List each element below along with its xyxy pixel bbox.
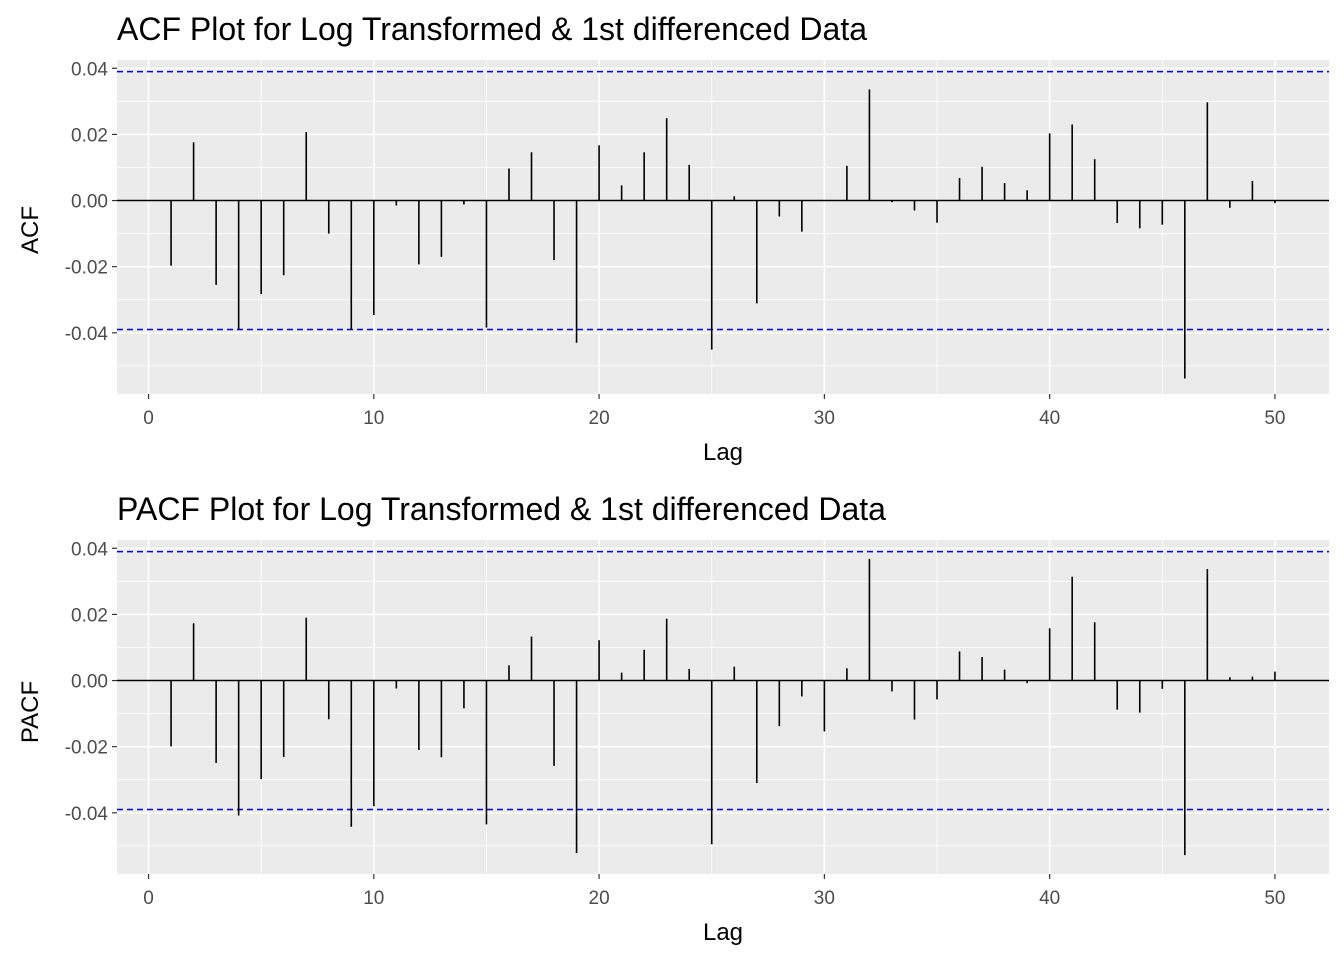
pacf-y-tick-label: 0.02 <box>71 605 108 626</box>
acf-plot-background <box>117 60 1329 394</box>
pacf-y-tick-label: -0.04 <box>65 804 109 825</box>
acf-title: ACF Plot for Log Transformed & 1st diffe… <box>117 11 867 47</box>
pacf-y-axis-label: PACF <box>17 681 44 743</box>
pacf-x-axis-label: Lag <box>703 919 743 946</box>
pacf-panel: PACF Plot for Log Transformed & 1st diff… <box>17 491 1329 946</box>
acf-y-tick-label: 0.00 <box>71 192 108 213</box>
acf-x-tick-label: 10 <box>363 408 384 429</box>
pacf-title: PACF Plot for Log Transformed & 1st diff… <box>117 491 886 527</box>
acf-x-tick-label: 20 <box>589 408 610 429</box>
pacf-x-ticks: 0 10 20 30 40 50 <box>143 874 1286 909</box>
pacf-plot-background <box>117 540 1329 874</box>
acf-y-tick-label: 0.02 <box>71 125 108 146</box>
pacf-y-tick-label: 0.04 <box>71 539 108 560</box>
pacf-bars <box>170 558 1276 856</box>
acf-x-tick-label: 50 <box>1264 408 1285 429</box>
acf-bars <box>170 89 1276 379</box>
acf-y-tick-label: -0.02 <box>65 258 108 279</box>
acf-y-ticks: 0.04 0.02 0.00 -0.02 -0.04 <box>65 59 117 345</box>
acf-y-tick-label: -0.04 <box>65 324 109 345</box>
pacf-y-ticks: 0.04 0.02 0.00 -0.02 -0.04 <box>65 539 117 825</box>
pacf-x-tick-label: 30 <box>814 888 835 909</box>
acf-panel: ACF Plot for Log Transformed & 1st diffe… <box>17 11 1329 466</box>
pacf-y-tick-label: 0.00 <box>71 672 108 693</box>
acf-x-tick-label: 30 <box>814 408 835 429</box>
acf-x-tick-label: 40 <box>1039 408 1060 429</box>
acf-x-ticks: 0 10 20 30 40 50 <box>143 394 1286 429</box>
pacf-x-tick-label: 40 <box>1039 888 1060 909</box>
pacf-x-tick-label: 0 <box>143 888 154 909</box>
pacf-x-tick-label: 10 <box>363 888 384 909</box>
pacf-y-tick-label: -0.02 <box>65 738 108 759</box>
acf-x-axis-label: Lag <box>703 439 743 466</box>
acf-y-tick-label: 0.04 <box>71 59 108 80</box>
acf-y-axis-label: ACF <box>17 206 44 254</box>
acf-x-tick-label: 0 <box>143 408 154 429</box>
pacf-x-tick-label: 20 <box>589 888 610 909</box>
pacf-x-tick-label: 50 <box>1264 888 1285 909</box>
